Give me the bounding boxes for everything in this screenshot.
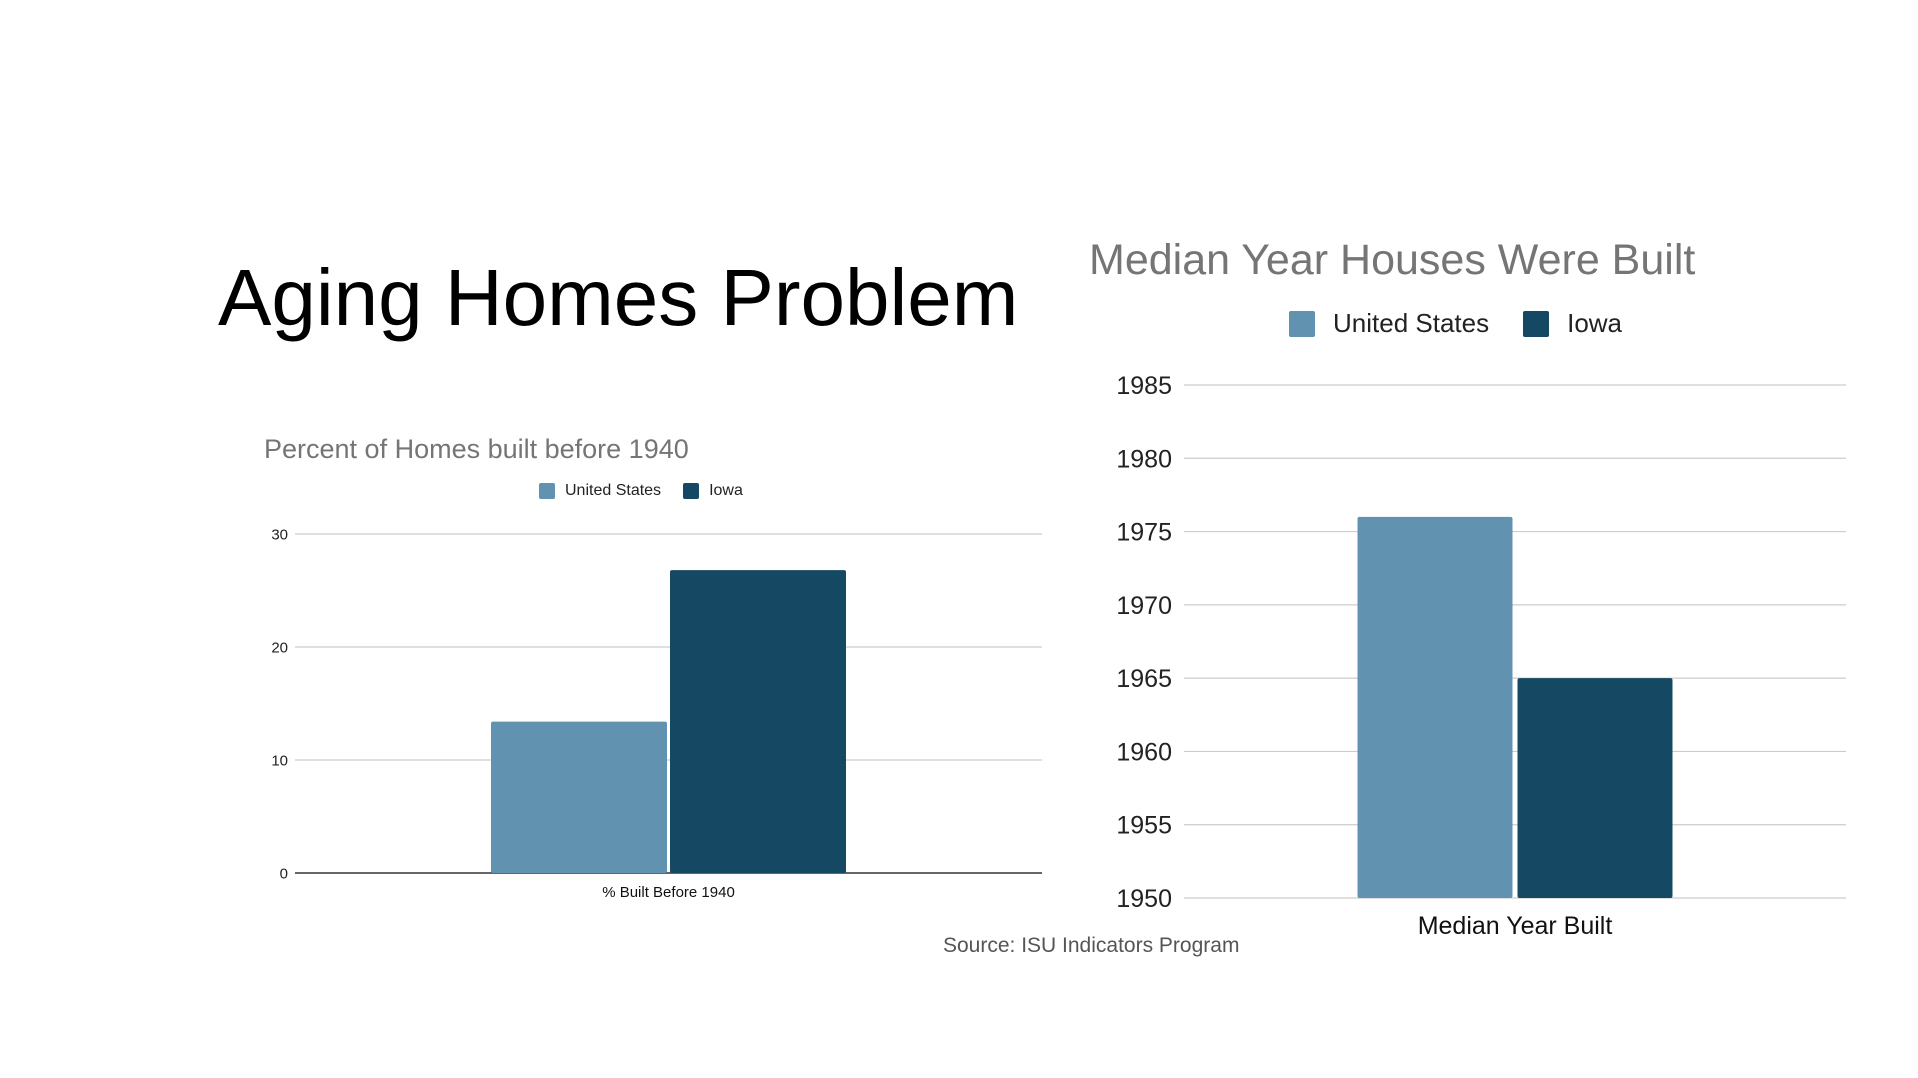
legend-label: Iowa: [709, 482, 743, 499]
y-tick-label: 1985: [1116, 372, 1172, 400]
y-tick-label: 1955: [1116, 812, 1172, 840]
slide-title: Aging Homes Problem: [218, 253, 1019, 342]
bar-united-states: [491, 721, 667, 873]
chart-title: Median Year Houses Were Built: [1089, 236, 1696, 284]
y-tick-label: 10: [271, 752, 288, 769]
y-tick-label: 30: [271, 526, 288, 543]
bar-iowa: [670, 570, 846, 873]
chart-plot-area: 0 10 20 30 % Built Before 1940: [271, 526, 1042, 901]
y-tick-label: 1970: [1116, 592, 1172, 620]
chart-percent-built-before-1940: Percent of Homes built before 1940 Unite…: [230, 420, 1050, 901]
y-tick-label: 0: [280, 865, 288, 882]
chart-legend: United States Iowa: [1289, 308, 1656, 339]
y-tick-label: 1975: [1116, 519, 1172, 547]
x-category-label: % Built Before 1940: [602, 884, 735, 901]
y-tick-label: 1950: [1116, 885, 1172, 913]
legend-swatch-united-states: [1289, 310, 1315, 337]
y-tick-label: 1960: [1116, 738, 1172, 766]
legend-label: Iowa: [1567, 308, 1623, 338]
legend-swatch-iowa: [683, 483, 700, 499]
y-tick-label: 20: [271, 639, 288, 656]
chart-median-year-built: Median Year Houses Were Built United Sta…: [1080, 230, 1846, 940]
y-tick-label: 1980: [1116, 445, 1172, 473]
legend-label: United States: [565, 482, 662, 499]
x-category-label: Median Year Built: [1418, 912, 1613, 940]
legend-item-united-states: United States: [539, 482, 661, 500]
legend-item-iowa: Iowa: [1523, 308, 1622, 339]
chart-legend: United States Iowa: [539, 482, 765, 500]
y-tick-label: 1965: [1116, 665, 1172, 693]
chart-title: Percent of Homes built before 1940: [264, 434, 689, 464]
bar-iowa: [1517, 678, 1673, 898]
legend-item-united-states: United States: [1289, 308, 1489, 339]
bar-united-states: [1357, 516, 1513, 898]
chart-plot-area: 1950 1955 1960 1965 1970 1975 1980 1985 Median Y…: [1116, 372, 1846, 940]
legend-label: United States: [1333, 308, 1490, 338]
legend-swatch-iowa: [1523, 310, 1550, 337]
legend-item-iowa: Iowa: [683, 482, 743, 500]
legend-swatch-united-states: [539, 483, 555, 499]
source-note: Source: ISU Indicators Program: [943, 934, 1240, 957]
